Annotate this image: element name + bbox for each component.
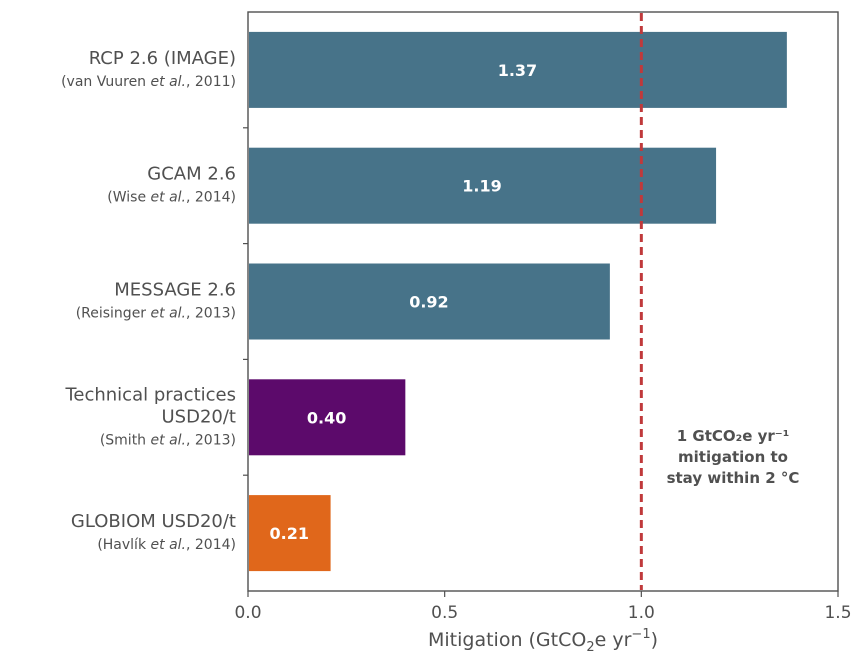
category-reference: (Wise et al., 2014) [107,190,236,206]
category-reference: (Smith et al., 2013) [100,432,236,448]
bar [249,379,406,456]
x-tick-label: 1.0 [628,603,655,623]
reference-annotation: stay within 2 °C [667,469,800,487]
category-reference: (Reisinger et al., 2013) [76,306,236,322]
reference-line-group: 1 GtCO₂e yr⁻¹ mitigation to stay within 2 … [639,13,800,590]
x-axis-label: Mitigation (GtCO2e yr−1) [428,627,658,655]
reference-annotation: mitigation to [678,448,788,466]
bar [249,495,331,572]
bar-value-label: 0.21 [270,524,309,543]
plot-frame [247,11,839,592]
category-labels-group: RCP 2.6 (IMAGE) (van Vuuren et al., 2011)… [61,48,248,553]
bar-value-label: 1.37 [498,61,537,80]
x-axis-group: 0.0 0.5 1.0 1.5 [234,591,852,623]
category-reference: (van Vuuren et al., 2011) [61,74,236,90]
category-label: MESSAGE 2.6 [114,280,236,301]
category-label: RCP 2.6 (IMAGE) [89,48,236,69]
bar [249,147,717,224]
bar-value-label: 0.92 [409,293,448,312]
x-tick-label: 1.5 [824,603,851,623]
x-tick-label: 0.0 [234,603,261,623]
bar-value-label: 1.19 [462,177,501,196]
category-reference: (Havlík et al., 2014) [97,537,236,553]
category-label: GLOBIOM USD20/t [71,511,236,532]
category-label: GCAM 2.6 [147,164,236,185]
category-label: USD20/t [162,406,237,427]
bar-value-label: 0.40 [307,408,346,427]
plot-border [247,11,839,592]
x-tick-label: 0.5 [431,603,458,623]
bar [249,31,787,108]
reference-annotation: 1 GtCO₂e yr⁻¹ [677,427,790,445]
category-label: Technical practices [64,384,236,405]
bar [249,263,610,340]
bars-group: 1.37 1.19 0.92 0.40 0.21 [249,31,787,572]
